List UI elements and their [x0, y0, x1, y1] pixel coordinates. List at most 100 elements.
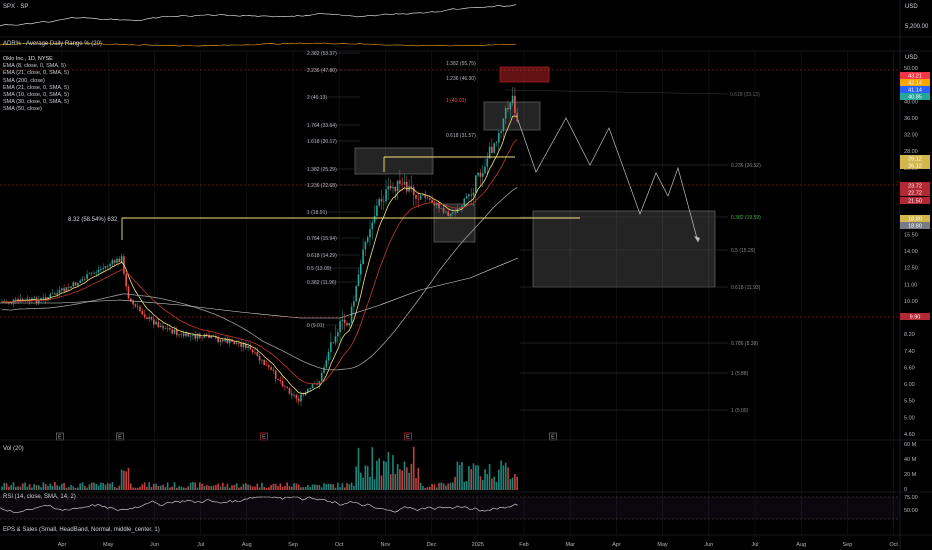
- indicator-item[interactable]: SMA (50, close): [3, 106, 42, 113]
- candle-body: [357, 274, 360, 287]
- volume-bar: [284, 485, 286, 490]
- volume-bar: [153, 483, 155, 490]
- candle-body: [70, 286, 72, 289]
- candle-body: [116, 258, 118, 263]
- volume-bar: [516, 476, 518, 490]
- price-badge-label: 21.50: [908, 199, 922, 205]
- candle-body: [150, 317, 153, 320]
- volume-label[interactable]: Vol (20): [3, 446, 24, 452]
- price-badge: [900, 155, 930, 162]
- eps-label[interactable]: EPS & Sales (Small, HeadBand, Normal, mi…: [3, 527, 160, 533]
- candle-body: [378, 199, 380, 206]
- volume-bar: [318, 484, 321, 490]
- volume-bar: [58, 486, 61, 490]
- candle-body: [470, 194, 472, 196]
- fib-label: 0.786 (8.38): [731, 341, 758, 347]
- candle-body: [148, 317, 150, 319]
- volume-bar: [389, 474, 392, 490]
- volume-bar: [1, 486, 3, 490]
- candle-body: [180, 333, 183, 335]
- volume-bar: [40, 487, 42, 490]
- indicator-item[interactable]: SMA (10, close, 0, SMA, 5): [3, 92, 70, 99]
- candle-body: [224, 338, 226, 342]
- time-axis[interactable]: Apr May Jun Jul Aug Sep Oct Nov Dec 2025 Feb Mar Apr…: [58, 542, 899, 548]
- volume-bar: [251, 486, 254, 490]
- time-tick: Jul: [751, 542, 758, 548]
- candle-body: [376, 205, 378, 216]
- indicator-item[interactable]: Oklo Inc., 1D, NYSE: [3, 56, 53, 62]
- candle-body: [449, 213, 452, 216]
- candle-body: [33, 297, 35, 299]
- volume-bar: [136, 487, 139, 490]
- candle-body: [44, 297, 47, 301]
- indicator-item[interactable]: EMA (21, close, 0, SMA, 5): [3, 70, 70, 77]
- volume-bar: [353, 485, 355, 490]
- spx-currency[interactable]: USD: [905, 4, 918, 10]
- volume-bar: [509, 479, 512, 490]
- volume-bar: [65, 487, 68, 490]
- candle-body: [325, 360, 328, 368]
- candle-body: [113, 260, 116, 263]
- adr-line: [0, 42, 517, 47]
- candle-body: [72, 282, 75, 287]
- volume-bar: [104, 484, 107, 490]
- candle-body: [435, 202, 438, 206]
- price-tick: 5.50: [904, 399, 915, 405]
- sma-long-line: [0, 257, 519, 319]
- price-tick: 50.00: [904, 66, 918, 72]
- volume-bar: [403, 461, 406, 490]
- volume-bar: [203, 486, 206, 490]
- candle-body: [49, 294, 52, 298]
- earnings-marker: E: [58, 435, 62, 441]
- spx-polyline: [0, 4, 517, 27]
- volume-bar: [502, 465, 505, 490]
- price-badge-label: 18.80: [908, 224, 922, 230]
- candle-body: [399, 180, 401, 184]
- indicator-item[interactable]: SMA (30, close, 0, SMA, 5): [3, 99, 70, 106]
- candle-body: [302, 394, 305, 396]
- candle-body: [445, 211, 447, 213]
- volume-bar: [199, 482, 201, 490]
- indicator-item[interactable]: EMA (21, close, 0, SMA, 5): [3, 84, 70, 91]
- candle-body: [171, 329, 173, 334]
- candle-body: [348, 322, 351, 326]
- volume-bar: [187, 486, 190, 490]
- indicator-item[interactable]: EMA (8, close, 0, SMA, 5): [3, 63, 66, 70]
- candle-body: [100, 268, 102, 270]
- indicator-item[interactable]: SMA (200, close): [3, 77, 45, 84]
- price-badge: [900, 189, 930, 196]
- candle-body: [226, 338, 229, 344]
- fib-label: 1.236 (22.68): [307, 183, 337, 189]
- volume-bar: [484, 469, 486, 490]
- volume-bar: [185, 487, 187, 490]
- price-badge-label: 43.21: [908, 74, 922, 80]
- indicator-legend[interactable]: Oklo Inc., 1D, NYSE EMA (8, close, 0, SMA…: [3, 56, 69, 114]
- candle-body: [484, 166, 486, 174]
- candle-body: [65, 287, 68, 292]
- time-tick: Sep: [843, 542, 853, 548]
- price-badge: [900, 313, 930, 320]
- candle-body: [95, 272, 98, 273]
- fib-label: 2.382 (53.37): [307, 51, 337, 57]
- adr-label[interactable]: ADR% - Average Daily Range % (20): [3, 41, 102, 47]
- price-badge-label: 28.12: [908, 157, 922, 163]
- rsi-label[interactable]: RSI (14, close, SMA, 14, 2): [3, 494, 76, 500]
- candle-body: [102, 268, 104, 269]
- volume-bar: [222, 482, 224, 490]
- candle-body: [412, 187, 415, 196]
- main-currency[interactable]: USD: [905, 55, 918, 61]
- candle-body: [339, 320, 341, 333]
- candle-body: [380, 199, 383, 202]
- volume-bar: [371, 447, 374, 490]
- volume-bar: [415, 477, 417, 490]
- candle-body: [42, 297, 45, 299]
- candle-body: [67, 287, 70, 289]
- spx-label[interactable]: SPX · SP: [3, 4, 29, 10]
- price-axis[interactable]: 50.0045.0040.0036.0032.0028.0025.0022.00…: [904, 66, 918, 438]
- price-badge: [900, 197, 930, 204]
- candle-body: [270, 367, 272, 370]
- adr-polyline: [0, 42, 517, 47]
- candle-body: [387, 185, 390, 190]
- candle-body: [238, 342, 240, 344]
